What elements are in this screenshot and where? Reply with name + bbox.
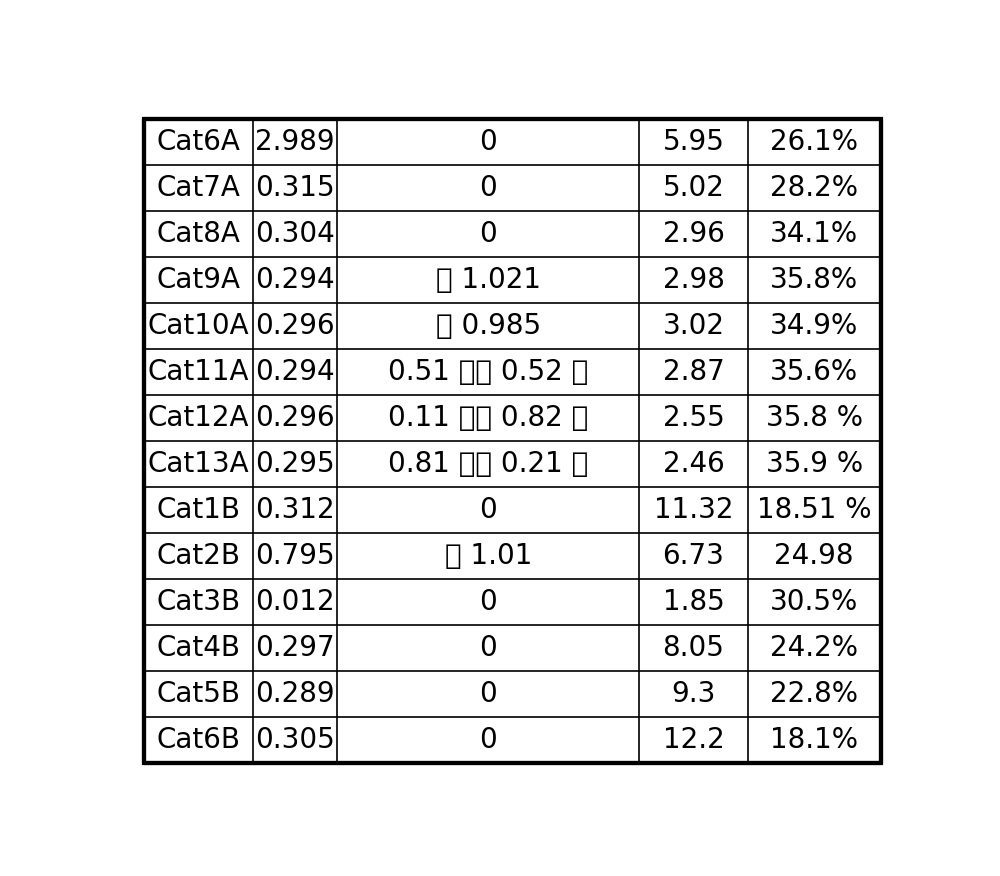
Text: 2.989: 2.989 — [255, 128, 335, 156]
Text: 34.9%: 34.9% — [770, 312, 858, 340]
Text: Cat1B: Cat1B — [157, 496, 241, 524]
Text: 0.81 锡、 0.21 镐: 0.81 锡、 0.21 镐 — [388, 449, 588, 477]
Text: 0: 0 — [479, 128, 497, 156]
Text: Cat6A: Cat6A — [157, 128, 241, 156]
Text: 26.1%: 26.1% — [770, 128, 858, 156]
Text: 28.2%: 28.2% — [770, 173, 858, 201]
Text: 1.85: 1.85 — [663, 588, 724, 616]
Text: 0.304: 0.304 — [255, 220, 335, 248]
Text: 9.3: 9.3 — [671, 680, 716, 708]
Text: 0.294: 0.294 — [255, 357, 335, 385]
Text: 2.98: 2.98 — [663, 265, 724, 293]
Text: 0.296: 0.296 — [255, 404, 335, 432]
Text: 5.95: 5.95 — [663, 128, 724, 156]
Text: Cat2B: Cat2B — [157, 541, 241, 569]
Text: 0.296: 0.296 — [255, 312, 335, 340]
Text: 30.5%: 30.5% — [770, 588, 858, 616]
Text: 2.87: 2.87 — [663, 357, 724, 385]
Text: 34.1%: 34.1% — [770, 220, 858, 248]
Text: 0: 0 — [479, 633, 497, 661]
Text: 0: 0 — [479, 496, 497, 524]
Text: 6.73: 6.73 — [663, 541, 724, 569]
Text: Cat9A: Cat9A — [157, 265, 241, 293]
Text: 0.305: 0.305 — [255, 726, 335, 753]
Text: Cat3B: Cat3B — [157, 588, 241, 616]
Text: 18.51 %: 18.51 % — [757, 496, 871, 524]
Text: 0: 0 — [479, 173, 497, 201]
Text: 2.46: 2.46 — [663, 449, 724, 477]
Text: 0.289: 0.289 — [255, 680, 335, 708]
Text: 12.2: 12.2 — [663, 726, 724, 753]
Text: Cat5B: Cat5B — [157, 680, 241, 708]
Text: 35.8 %: 35.8 % — [766, 404, 863, 432]
Text: Cat6B: Cat6B — [157, 726, 241, 753]
Text: Cat7A: Cat7A — [157, 173, 241, 201]
Text: 2.96: 2.96 — [663, 220, 724, 248]
Text: 0.315: 0.315 — [255, 173, 335, 201]
Text: 0.51 锡、 0.52 镐: 0.51 锡、 0.52 镐 — [388, 357, 588, 385]
Text: 35.8%: 35.8% — [770, 265, 858, 293]
Text: 2.55: 2.55 — [663, 404, 724, 432]
Text: 0.312: 0.312 — [255, 496, 335, 524]
Text: Cat13A: Cat13A — [148, 449, 250, 477]
Text: Cat4B: Cat4B — [157, 633, 241, 661]
Text: 0.294: 0.294 — [255, 265, 335, 293]
Text: 销 1.01: 销 1.01 — [445, 541, 532, 569]
Text: Cat11A: Cat11A — [148, 357, 249, 385]
Text: 0: 0 — [479, 680, 497, 708]
Text: 35.6%: 35.6% — [770, 357, 858, 385]
Text: 0.012: 0.012 — [255, 588, 335, 616]
Text: 18.1%: 18.1% — [770, 726, 858, 753]
Text: 3.02: 3.02 — [663, 312, 725, 340]
Text: Cat10A: Cat10A — [148, 312, 250, 340]
Text: Cat12A: Cat12A — [148, 404, 249, 432]
Text: 0: 0 — [479, 726, 497, 753]
Text: 0.11 锡、 0.82 镐: 0.11 锡、 0.82 镐 — [388, 404, 588, 432]
Text: 22.8%: 22.8% — [770, 680, 858, 708]
Text: 镐 0.985: 镐 0.985 — [436, 312, 541, 340]
Text: 8.05: 8.05 — [663, 633, 724, 661]
Text: 0.297: 0.297 — [255, 633, 335, 661]
Text: Cat8A: Cat8A — [157, 220, 241, 248]
Text: 锡 1.021: 锡 1.021 — [436, 265, 541, 293]
Text: 0.795: 0.795 — [255, 541, 335, 569]
Text: 24.98: 24.98 — [774, 541, 854, 569]
Text: 11.32: 11.32 — [654, 496, 733, 524]
Text: 0: 0 — [479, 588, 497, 616]
Text: 35.9 %: 35.9 % — [766, 449, 863, 477]
Text: 5.02: 5.02 — [663, 173, 724, 201]
Text: 0.295: 0.295 — [255, 449, 335, 477]
Text: 24.2%: 24.2% — [770, 633, 858, 661]
Text: 0: 0 — [479, 220, 497, 248]
